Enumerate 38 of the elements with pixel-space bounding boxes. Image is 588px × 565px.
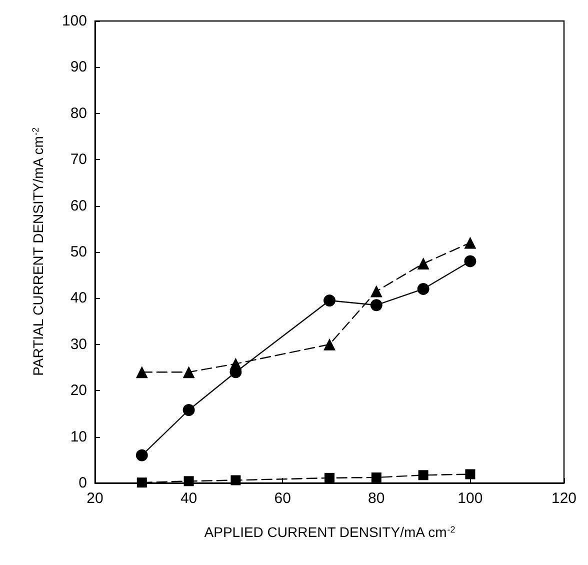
point <box>136 449 148 462</box>
y-axis-title: PARTIAL CURRENT DENSITY/mA cm-2 <box>30 127 46 376</box>
x-tick-label: 120 <box>551 490 577 507</box>
y-tick-label: 50 <box>70 244 87 260</box>
point <box>464 255 476 268</box>
y-tick-label: 0 <box>78 474 87 492</box>
point <box>136 366 148 378</box>
point <box>418 470 428 480</box>
x-tick-label: 80 <box>368 490 385 507</box>
point <box>324 338 336 350</box>
x-tick-label: 60 <box>274 490 291 507</box>
x-tick-label: 100 <box>458 490 483 507</box>
y-tick-label: 80 <box>70 104 87 122</box>
point <box>370 299 382 312</box>
y-tick-label: 60 <box>70 197 87 214</box>
point <box>370 285 382 298</box>
y-tick-label: 70 <box>70 151 87 168</box>
point <box>417 258 430 270</box>
y-tick-label: 40 <box>70 290 87 307</box>
point <box>182 366 195 378</box>
point <box>182 404 195 416</box>
point <box>230 475 241 486</box>
x-tick-label: 40 <box>180 490 198 507</box>
point <box>417 282 430 295</box>
y-tick-label: 10 <box>70 428 87 446</box>
point <box>464 236 476 249</box>
y-tick-label: 30 <box>70 336 87 353</box>
point <box>230 358 242 370</box>
y-tick-label: 100 <box>62 12 87 30</box>
point <box>371 472 382 482</box>
point <box>465 469 476 480</box>
point <box>324 294 336 307</box>
point <box>184 476 194 486</box>
point <box>136 478 147 488</box>
y-tick-label: 20 <box>70 382 87 400</box>
point <box>324 472 334 483</box>
x-tick-label: 20 <box>86 490 104 507</box>
y-tick-label: 90 <box>70 58 87 76</box>
